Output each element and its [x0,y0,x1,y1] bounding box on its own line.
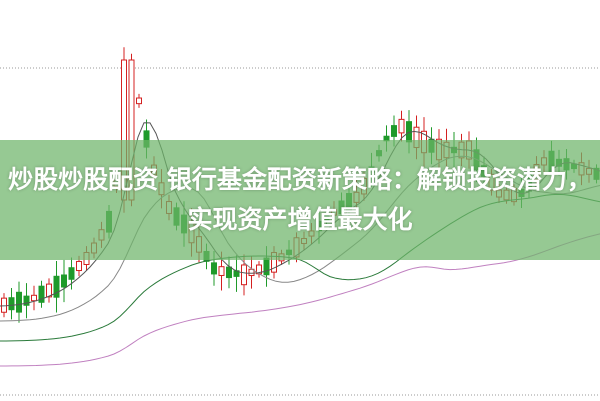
candle-body [211,262,217,275]
candle-body [23,295,30,306]
candle-body [68,267,75,280]
candle-body [218,266,225,276]
candle-body [31,294,37,302]
candle-body [1,297,7,313]
title-banner [0,140,600,260]
candle-body [398,118,405,134]
candle-body [38,285,45,303]
candle-body [263,257,270,276]
candle-body [61,274,67,288]
candle-body [53,275,60,298]
candle-body [241,264,247,286]
candle-body [136,97,142,105]
candle-body [226,266,232,279]
candle-body [8,297,15,311]
candle-body [76,260,82,272]
candle-body [391,125,397,137]
moving-average-line-longest [0,233,600,367]
article-title: 炒股炒股配资 银行基金配资新策略：解锁投资潜力，实现资产增值最大化 [8,165,592,234]
candle-body [16,291,22,313]
candle-body [46,283,52,298]
